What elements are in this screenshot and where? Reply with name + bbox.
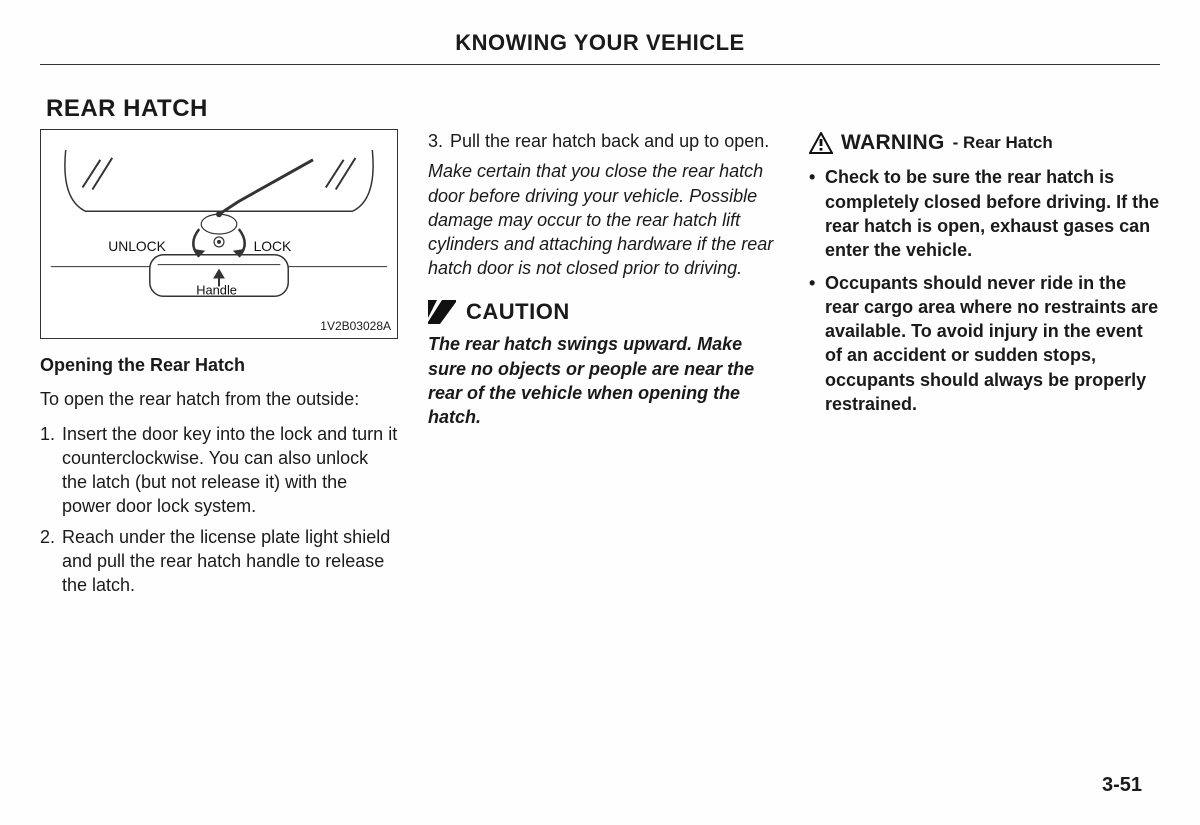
caution-heading: CAUTION [428, 297, 779, 327]
warning-bullet-2: •Occupants should never ride in the rear… [809, 271, 1160, 417]
warning-label: WARNING [841, 129, 945, 157]
diagram-code: 1V2B03028A [320, 318, 391, 334]
rear-hatch-diagram: UNLOCK LOCK Handle 1V2B03028A [40, 129, 398, 339]
label-unlock: UNLOCK [108, 238, 166, 254]
section-title: REAR HATCH [46, 95, 1160, 123]
page-number: 3-51 [1102, 774, 1142, 797]
column-right: WARNING - Rear Hatch •Check to be sure t… [809, 129, 1160, 604]
opening-subhead: Opening the Rear Hatch [40, 353, 398, 377]
caution-stripes-icon [428, 300, 456, 324]
step-2: 2.Reach under the license plate light sh… [40, 525, 398, 598]
label-lock: LOCK [254, 238, 292, 254]
content-columns: UNLOCK LOCK Handle 1V2B03028A Opening th… [40, 129, 1160, 604]
opening-steps: 1.Insert the door key into the lock and … [40, 422, 398, 598]
page-header: KNOWING YOUR VEHICLE [40, 30, 1160, 65]
column-middle: 3.Pull the rear hatch back and up to ope… [428, 129, 779, 604]
step-1: 1.Insert the door key into the lock and … [40, 422, 398, 519]
opening-intro: To open the rear hatch from the outside: [40, 387, 398, 411]
warning-bullets: •Check to be sure the rear hatch is comp… [809, 165, 1160, 416]
label-handle: Handle [196, 282, 237, 297]
caution-label: CAUTION [466, 297, 570, 327]
close-note: Make certain that you close the rear hat… [428, 159, 779, 280]
warning-heading: WARNING - Rear Hatch [809, 129, 1160, 157]
caution-text: The rear hatch swings upward. Make sure … [428, 332, 779, 429]
column-left: UNLOCK LOCK Handle 1V2B03028A Opening th… [40, 129, 398, 604]
warning-sub: - Rear Hatch [953, 132, 1053, 155]
step-3-list: 3.Pull the rear hatch back and up to ope… [428, 129, 779, 153]
step-3: 3.Pull the rear hatch back and up to ope… [428, 129, 779, 153]
warning-triangle-icon [809, 132, 833, 154]
warning-bullet-1: •Check to be sure the rear hatch is comp… [809, 165, 1160, 262]
diagram-svg: UNLOCK LOCK Handle [41, 130, 397, 338]
